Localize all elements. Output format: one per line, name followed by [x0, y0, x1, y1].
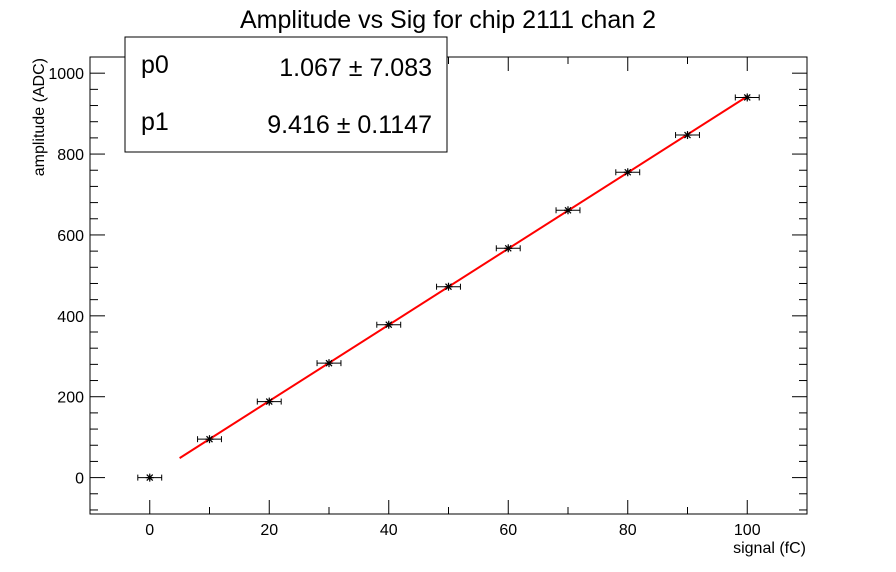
- stats-box-frame: [124, 36, 448, 153]
- x-tick-label: 40: [380, 522, 398, 539]
- data-point: [615, 168, 641, 177]
- star-marker-stroke: [504, 244, 512, 252]
- x-axis-label: signal (fC): [733, 540, 806, 557]
- star-marker-stroke: [684, 131, 691, 139]
- y-axis-tick-labels: 0 200 400 600 800 1000: [48, 66, 84, 487]
- data-point: [436, 282, 461, 291]
- y-tick-label: 600: [57, 228, 84, 245]
- y-tick-label: 400: [57, 309, 84, 326]
- star-marker-stroke: [325, 359, 333, 367]
- star-marker-stroke: [445, 283, 452, 291]
- x-tick-label: 100: [734, 522, 761, 539]
- data-point: [376, 320, 402, 329]
- data-point: [555, 206, 581, 215]
- data-point: [734, 93, 760, 102]
- chart-title: Amplitude vs Sig for chip 2111 chan 2: [240, 6, 656, 34]
- star-marker-stroke: [265, 398, 273, 405]
- x-tick-label: 80: [619, 522, 637, 539]
- star-marker-stroke: [624, 168, 632, 176]
- fit-line: [179, 95, 748, 459]
- star-marker-stroke: [146, 474, 154, 482]
- data-point: [197, 435, 222, 444]
- star-marker-stroke: [564, 206, 572, 214]
- y-tick-label: 0: [75, 471, 84, 488]
- y-tick-label: 800: [57, 147, 84, 164]
- x-tick-label: 60: [499, 522, 517, 539]
- stats-p1-label: p1: [141, 108, 169, 136]
- star-marker-stroke: [743, 94, 751, 101]
- stats-p1-value: 9.416 ± 0.1147: [267, 111, 432, 139]
- fit-stats-box: p0 1.067 ± 7.083 p1 9.416 ± 0.1147: [124, 36, 448, 153]
- data-points: [137, 93, 760, 482]
- star-marker-stroke: [385, 321, 393, 329]
- x-tick-label: 0: [145, 522, 154, 539]
- data-point: [256, 397, 282, 406]
- y-tick-label: 1000: [48, 66, 84, 83]
- y-tick-label: 200: [57, 390, 84, 407]
- data-point: [316, 359, 342, 368]
- star-marker-stroke: [206, 435, 213, 443]
- fit-line-group: [179, 95, 748, 459]
- x-tick-label: 20: [260, 522, 278, 539]
- data-point: [675, 131, 700, 140]
- data-point: [137, 473, 163, 482]
- stats-p0-value: 1.067 ± 7.083: [279, 54, 432, 82]
- stats-p0-label: p0: [141, 51, 169, 79]
- y-axis-ticks: [90, 56, 807, 511]
- x-axis-tick-labels: 0 20 40 60 80 100: [145, 522, 760, 539]
- y-axis-label: amplitude (ADC): [31, 58, 48, 176]
- data-point: [495, 244, 521, 253]
